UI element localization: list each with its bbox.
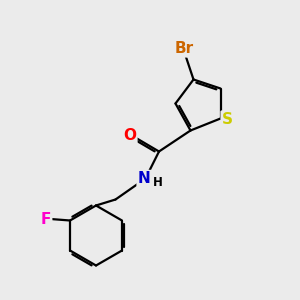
Text: F: F — [41, 212, 51, 226]
Text: Br: Br — [175, 41, 194, 56]
Text: S: S — [222, 112, 232, 127]
Text: O: O — [123, 128, 136, 142]
Text: N: N — [138, 171, 150, 186]
Text: H: H — [153, 176, 163, 189]
